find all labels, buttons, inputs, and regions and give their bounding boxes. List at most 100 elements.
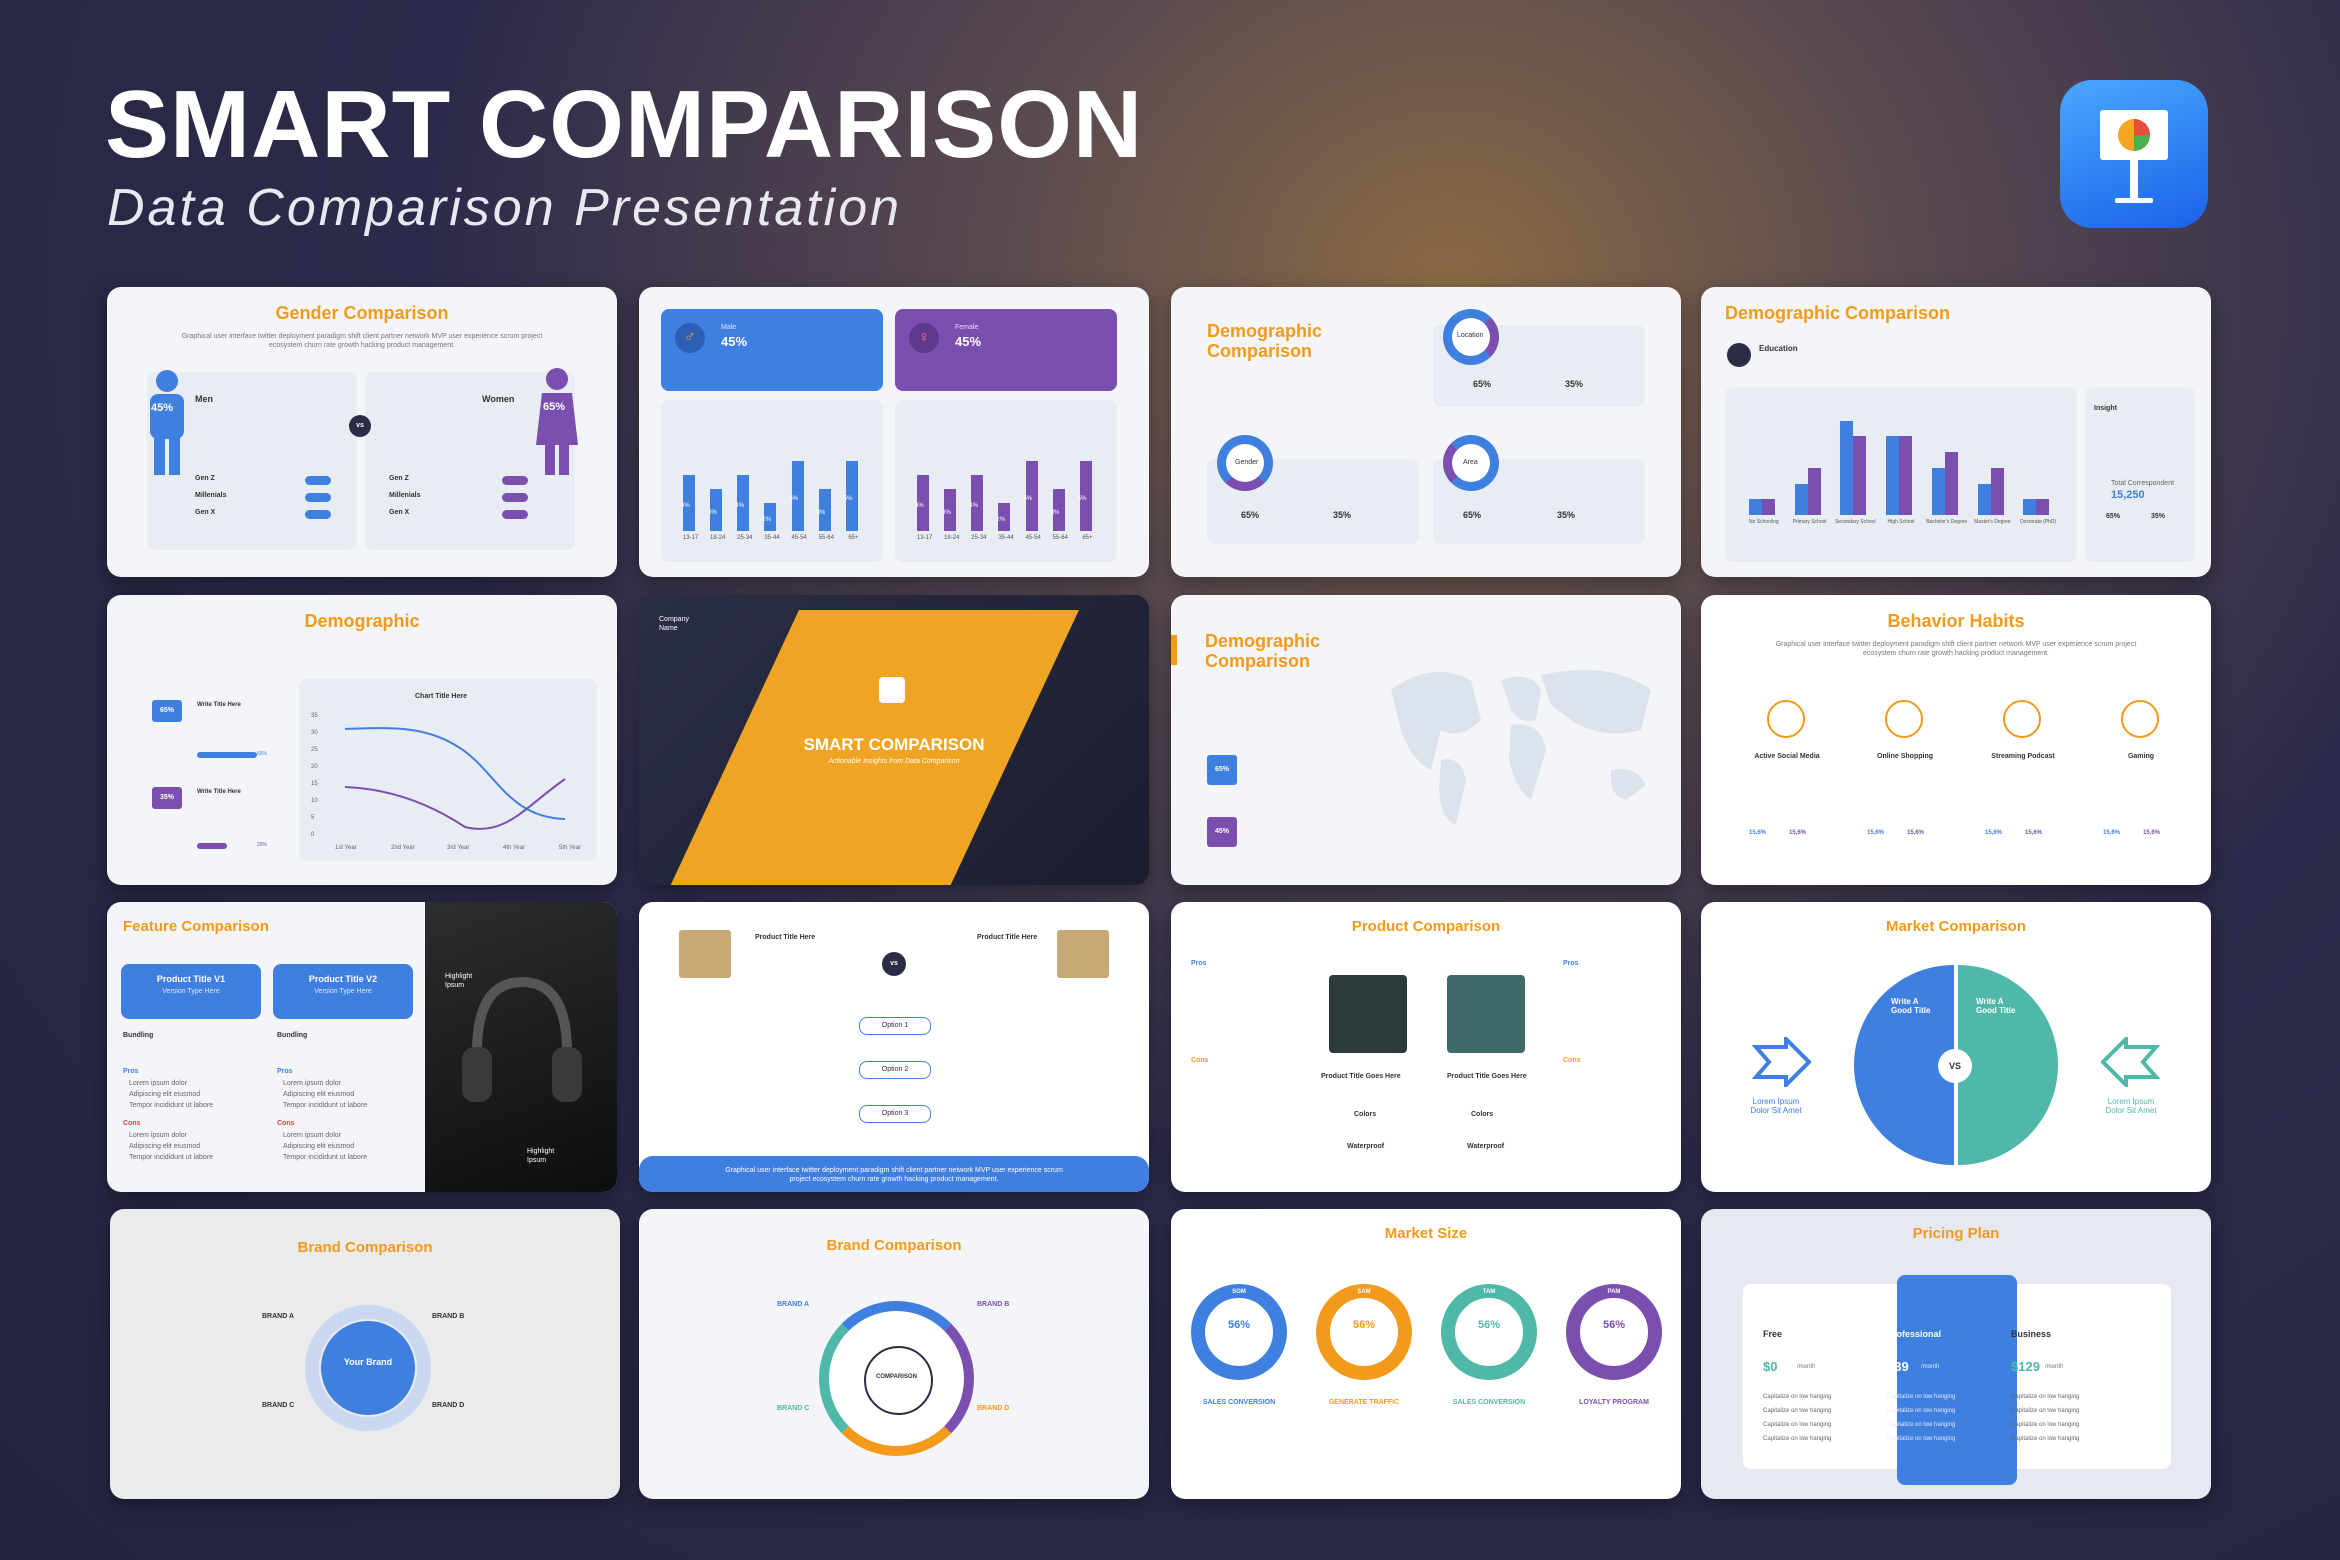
gender-donut — [1217, 435, 1273, 491]
bar — [791, 461, 804, 531]
row-label-6: Gen X — [389, 509, 410, 516]
bar — [1990, 467, 2004, 515]
slide-pricing-plan[interactable]: Pricing Plan Free $0/month Capitalize on l… — [1701, 1209, 2211, 1499]
market-value: 56% — [1602, 1319, 1626, 1331]
bar — [710, 489, 723, 531]
insight-p2: 35% — [2151, 513, 2166, 520]
bar — [1886, 436, 1900, 515]
x-tick-label: 65+ — [1082, 535, 1093, 541]
pros-1: Pros — [123, 1068, 139, 1075]
slide-age-bars[interactable]: ♂ ♀ Male 45% Female 45% 4% 13-17 3% 18-24 4%… — [639, 287, 1149, 577]
logo-icon — [879, 677, 905, 703]
stat-65-location: 65% — [1473, 379, 1492, 389]
plan-feature: Capitalize on low hanging — [1887, 1408, 1956, 1414]
highlight-1: Highlight Ipsum — [445, 973, 473, 989]
headphones-icon — [462, 976, 582, 1102]
market-key: SAM — [1357, 1289, 1371, 1295]
vs-badge: vs — [882, 952, 906, 976]
plan-feature: Capitalize on low hanging — [2011, 1408, 2080, 1414]
bar-value-label: 3% — [942, 510, 951, 516]
pros-item-5: Adipiscing elit eiusmod — [283, 1091, 355, 1098]
bar-millenials-men — [305, 493, 331, 502]
bar — [737, 475, 750, 531]
stat-35-gender: 35% — [1333, 510, 1352, 520]
slide-brand-comparison-2[interactable]: Brand Comparison COMPARISON BRAND A BRAN… — [639, 1209, 1149, 1499]
bar — [944, 489, 957, 531]
option-1[interactable]: Option 1 — [859, 1017, 931, 1035]
education-bar-chart: No Schooling Primary School Secondary Scho… — [1741, 405, 2061, 535]
colors-2: Colors — [1471, 1111, 1494, 1118]
chart-title: Chart Title Here — [415, 693, 467, 700]
slide-title: Gender Comparison — [275, 303, 449, 323]
y-tick-label: 10 — [311, 798, 318, 804]
pros-item-1: Lorem ipsum dolor — [129, 1080, 187, 1087]
blue-person-badge: 65% — [152, 700, 182, 722]
bar — [1025, 461, 1038, 531]
bar-value-label: 5% — [1077, 496, 1087, 502]
v1-card — [121, 964, 261, 1019]
row-label-1: Gen Z — [195, 475, 215, 482]
slide-cover[interactable]: Company Name SMART COMPARISON Actionable… — [639, 595, 1149, 885]
x-tick-label: 65+ — [848, 535, 859, 541]
cons-item-6: Tempor incididunt ut labore — [283, 1154, 368, 1161]
colors-1: Colors — [1354, 1111, 1377, 1118]
company-name: Company Name — [659, 616, 689, 632]
bar-gen-x-men — [305, 510, 331, 519]
slide-description: Graphical user interface twitter deploym… — [181, 333, 543, 349]
stat-badge-45: 45% — [1207, 817, 1237, 847]
row-label-3: Gen X — [195, 509, 216, 516]
blue-progress-value: 65% — [257, 751, 268, 757]
cons-item-4: Lorem ipsum dolor — [283, 1132, 341, 1139]
world-map — [1391, 670, 1651, 825]
slide-product-vs[interactable]: Product Title Here Product Title Here vs… — [639, 902, 1149, 1192]
x-tick-label: 45-54 — [791, 535, 807, 541]
market-value: 56% — [1227, 1319, 1251, 1331]
slide-demographic-comparison-1[interactable]: Demographic Comparison Location Gender A… — [1171, 287, 1681, 577]
x-tick-label: 2nd Year — [391, 845, 415, 851]
bar — [764, 503, 777, 531]
bar-value-label: 3% — [816, 510, 826, 516]
x-tick-label: 5th Year — [559, 845, 581, 851]
x-tick-label: 25-34 — [737, 535, 753, 541]
habit-label: Streaming Podcast — [1991, 753, 2055, 760]
slide-behavior-habits[interactable]: Behavior Habits Graphical user interface… — [1701, 595, 2211, 885]
slide-brand-comparison-1[interactable]: Brand Comparison Your Brand BRAND A BRAN… — [110, 1209, 620, 1499]
plan-feature: Capitalize on low hanging — [2011, 1422, 2080, 1428]
option-2[interactable]: Option 2 — [859, 1061, 931, 1079]
bar — [1762, 499, 1775, 515]
slide-market-size[interactable]: Market Size 56% SOM SALES CONVERSION 56% SAM… — [1171, 1209, 1681, 1499]
slide-demographic-line[interactable]: Demographic Chart Title Here 65% 35% Wri… — [107, 595, 617, 885]
plan-feature: Capitalize on low hanging — [2011, 1436, 2080, 1442]
market-label: SALES CONVERSION — [1202, 1399, 1276, 1406]
professional-card — [1897, 1275, 2017, 1485]
purple-progress — [197, 843, 227, 849]
slide-product-comparison[interactable]: Product Comparison Pros Cons Pros Cons P… — [1171, 902, 1681, 1192]
bar — [998, 503, 1011, 531]
bar — [1052, 489, 1065, 531]
left-arrow-label: Lorem Ipsum Dolor Sit Amet — [1750, 1097, 1802, 1115]
your-brand: Your Brand — [343, 1357, 393, 1367]
slide-gender-comparison[interactable]: Gender Comparison Graphical user interfa… — [107, 287, 617, 577]
v2-card — [273, 964, 413, 1019]
slide-title: Demographic Comparison — [1207, 321, 1323, 361]
female-percent: 45% — [955, 334, 982, 349]
slide-market-comparison[interactable]: Market Comparison VS Write A Good Title … — [1701, 902, 2211, 1192]
slide-demographic-comparison-2[interactable]: Demographic Comparison Education No Scho… — [1701, 287, 2211, 577]
plan-period: /month — [1921, 1364, 1940, 1370]
bar-value-label: 4% — [969, 503, 978, 509]
waterproof-1: Waterproof — [1347, 1143, 1385, 1150]
total-label: Total Correspondent — [2111, 480, 2175, 487]
habit-value: 15,6% — [2103, 830, 2121, 836]
cons-item-2: Adipiscing elit eiusmod — [129, 1143, 201, 1150]
row-label-4: Gen Z — [389, 475, 409, 482]
habit-label: Gaming — [2127, 753, 2155, 760]
row-label-5: Millenials — [389, 492, 421, 499]
plan-price: $129 — [2011, 1359, 2040, 1374]
plan-feature: Capitalize on low hanging — [1763, 1394, 1832, 1400]
page-subtitle: Data Comparison Presentation — [107, 179, 903, 237]
option-3[interactable]: Option 3 — [859, 1105, 931, 1123]
slide-feature-comparison[interactable]: Highlight Ipsum Highlight Ipsum Feature … — [107, 902, 617, 1192]
slide-demographic-map[interactable]: Demographic Comparison 65% 45% — [1171, 595, 1681, 885]
plan-period: /month — [2045, 1364, 2064, 1370]
arrow-left-icon — [2101, 1037, 2161, 1087]
